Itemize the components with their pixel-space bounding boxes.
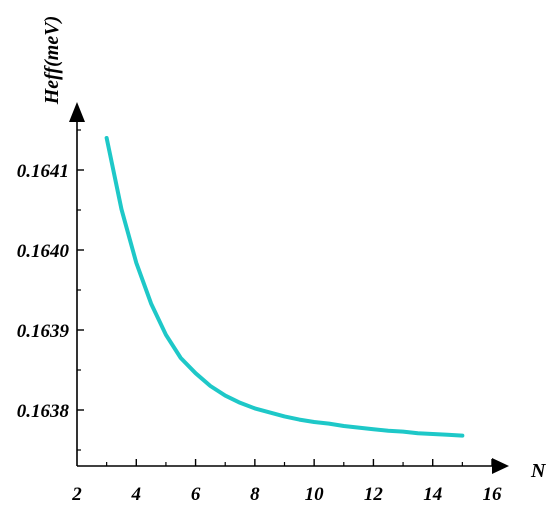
- y-tick-label: 0.1640: [17, 241, 70, 262]
- y-axis-arrow: [69, 102, 85, 122]
- y-tick-label: 0.1638: [17, 401, 70, 422]
- series-layer: [104, 136, 465, 438]
- y-tick-label: 0.1641: [17, 161, 69, 182]
- x-tick-label: 16: [483, 484, 503, 505]
- x-tick-label: 4: [131, 484, 142, 505]
- y-axis-label: Heff(meV): [41, 16, 63, 106]
- x-axis-arrow: [492, 458, 509, 474]
- x-axis-label: N: [530, 460, 547, 482]
- series-line-0: [104, 136, 465, 438]
- axis-ticks: 2 4 6 8 10 12 14 16 0.1638 0.1639 0.1640 0.1641: [17, 129, 503, 505]
- x-tick-label: 10: [305, 484, 325, 505]
- x-tick-label: 2: [71, 484, 82, 505]
- x-tick-label: 6: [191, 484, 201, 505]
- x-tick-label: 14: [423, 484, 442, 505]
- x-tick-label: 12: [364, 484, 384, 505]
- y-tick-label: 0.1639: [17, 321, 70, 342]
- x-tick-label: 8: [250, 484, 260, 505]
